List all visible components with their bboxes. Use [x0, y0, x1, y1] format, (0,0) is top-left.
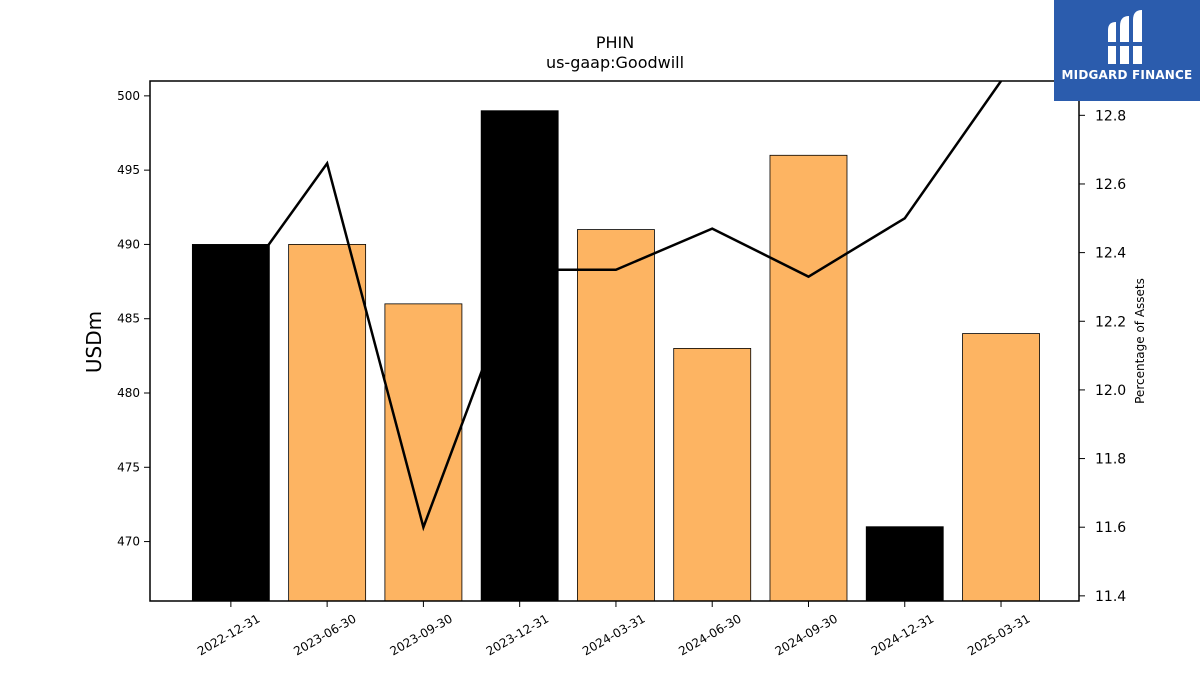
y-tick-label: 490 — [117, 237, 140, 251]
midgard-logo-icon — [1106, 10, 1146, 64]
y2-tick-label: 12.2 — [1095, 314, 1126, 330]
y2-tick-label: 11.8 — [1095, 452, 1126, 468]
midgard-finance-logo: MIDGARD FINANCE — [1054, 0, 1200, 101]
bar — [288, 244, 367, 602]
line-series — [229, 81, 1003, 532]
bar — [384, 303, 463, 602]
percentage-line — [229, 81, 1003, 532]
y-axis-label: USDm — [82, 311, 106, 373]
bar — [673, 348, 752, 602]
x-tick-label: 2023-09-30 — [387, 611, 454, 658]
y2-tick-label: 11.6 — [1095, 520, 1126, 536]
y-tick-label: 500 — [117, 89, 140, 103]
y-tick-label: 485 — [117, 312, 140, 326]
bar-series — [191, 110, 1040, 602]
plot-frame — [149, 80, 1080, 602]
y-tick-label: 480 — [117, 386, 140, 400]
y-tick-label: 495 — [117, 163, 140, 177]
bar — [962, 333, 1040, 602]
y2-tick-label: 12.0 — [1095, 383, 1126, 399]
y2-tick-label: 11.4 — [1095, 589, 1126, 605]
x-tick-label: 2024-03-31 — [580, 611, 647, 658]
x-tick-label: 2023-12-31 — [484, 611, 551, 658]
y-tick-label: 470 — [117, 535, 140, 549]
x-tick-label: 2025-03-31 — [965, 611, 1032, 658]
bar — [480, 110, 559, 602]
y2-tick-label: 12.4 — [1095, 246, 1126, 262]
logo-text: MIDGARD FINANCE — [1061, 68, 1193, 82]
y2-tick-label: 12.6 — [1095, 177, 1126, 193]
x-tick-label: 2023-06-30 — [291, 611, 358, 658]
chart-title: PHIN — [596, 33, 634, 52]
bar — [865, 526, 944, 602]
x-tick-label: 2022-12-31 — [195, 611, 262, 658]
chart-subtitle: us-gaap:Goodwill — [546, 53, 684, 72]
y2-axis-label: Percentage of Assets — [1133, 278, 1147, 404]
y-tick-label: 475 — [117, 460, 140, 474]
bar — [577, 229, 655, 602]
x-tick-label: 2024-09-30 — [773, 611, 840, 658]
bar — [769, 154, 848, 602]
y2-tick-label: 12.8 — [1095, 108, 1126, 124]
x-tick-label: 2024-06-30 — [676, 611, 743, 658]
x-tick-label: 2024-12-31 — [869, 611, 936, 658]
bar — [191, 244, 270, 602]
